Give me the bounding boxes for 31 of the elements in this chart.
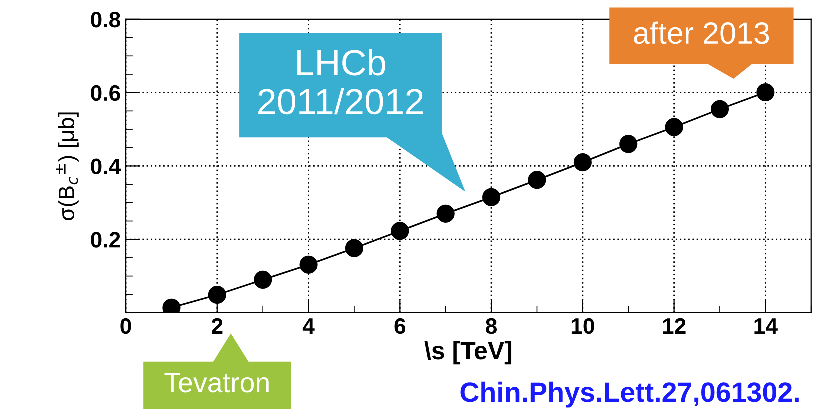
point [300,256,318,274]
annotation: after 2013 [634,22,770,44]
x-tick-label: 12 [663,318,686,334]
text: Chin.Phys.Lett.27,061302. [460,382,799,408]
point [710,100,730,118]
x-tick-label: 8 [486,318,498,334]
point [482,188,501,206]
point [528,171,546,190]
point [391,222,410,240]
text: Tevatron [164,373,269,393]
point [620,135,638,154]
x-tick-label: 0 [120,318,132,334]
point [345,239,364,258]
y-axis-title: σ(B$_{c}$$^{±}$) [μb] [56,112,79,221]
y-tick-label: 0.4 [91,158,122,174]
point [665,118,684,136]
x-tick-label: 10 [572,318,594,334]
point [208,286,226,304]
x-tick-label: 6 [394,318,406,334]
point [436,204,455,223]
point [254,270,272,289]
point [756,83,775,102]
annotation: LHCb 2011/2012 [258,49,423,115]
x-tick-label: 14 [754,318,778,334]
y-tick-label: 0.6 [91,85,120,102]
x-tick-label: 4 [302,318,315,334]
x-tick-label: 2 [212,318,223,334]
point [574,154,592,172]
x-axis-title: \s [TeV] [424,341,512,365]
y-tick-label: 0.8 [91,12,120,28]
y-tick-label: 0.2 [91,232,120,248]
